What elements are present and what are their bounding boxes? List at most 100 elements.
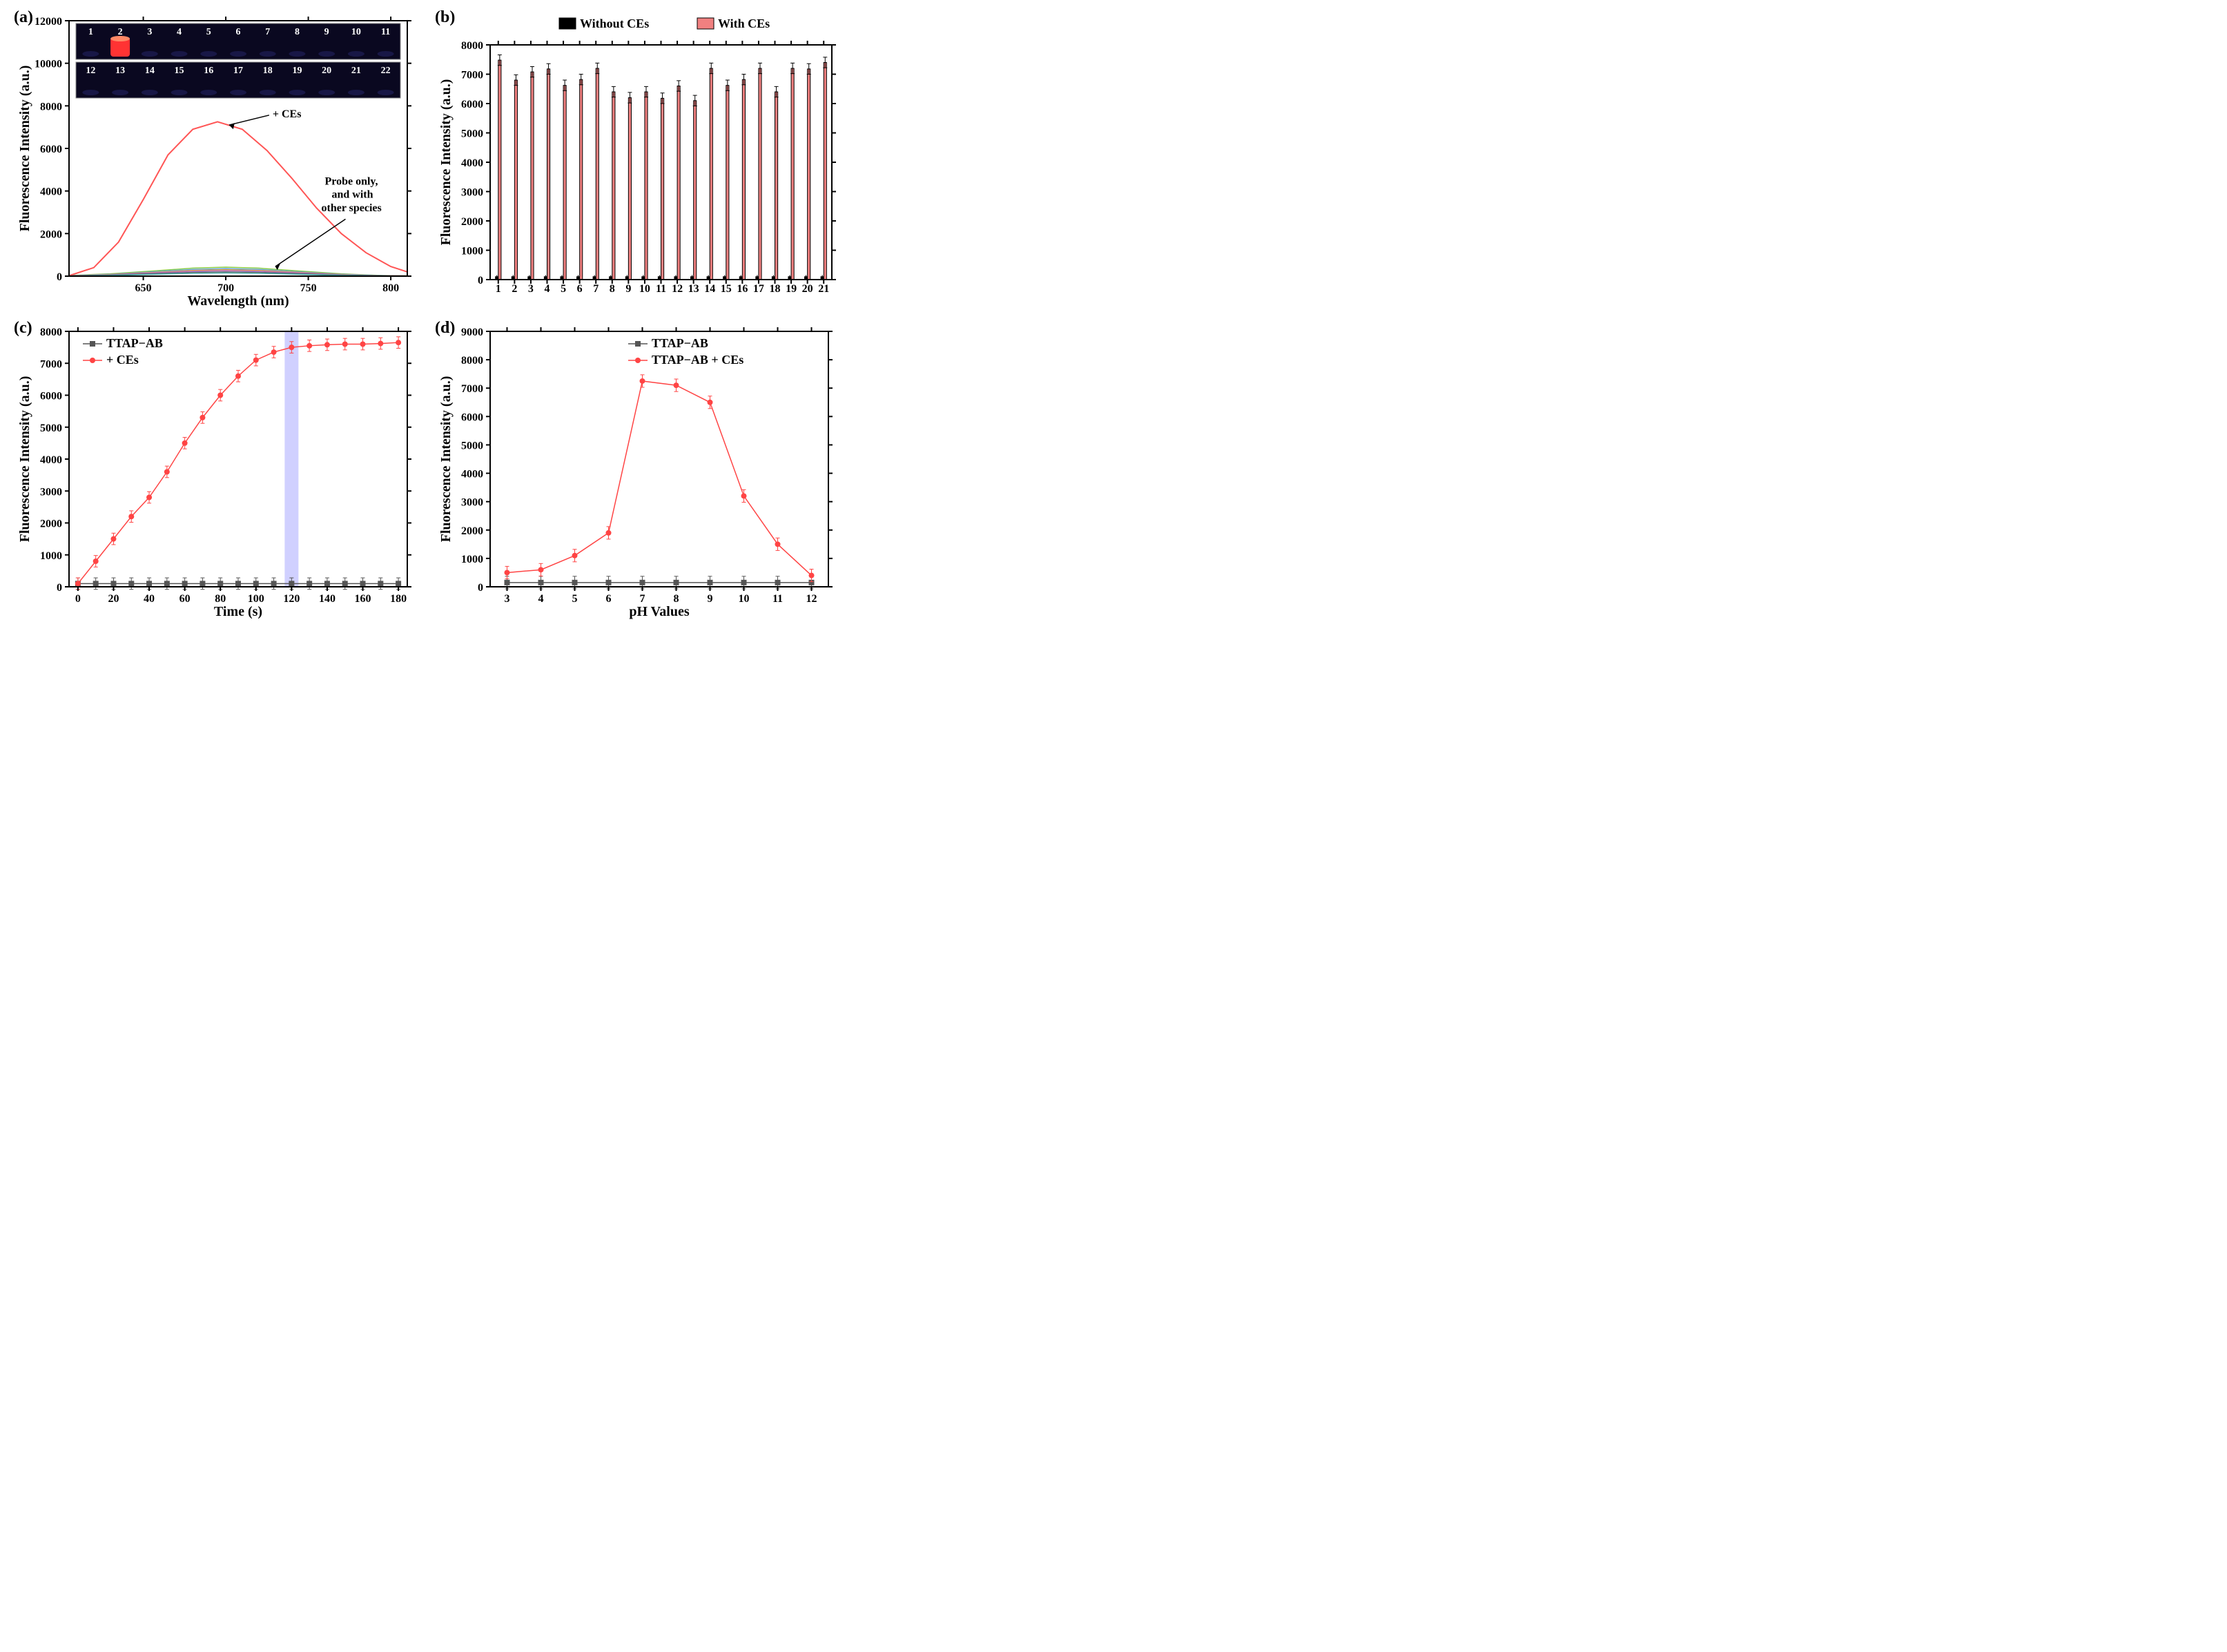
svg-text:21: 21	[818, 283, 829, 295]
svg-text:7: 7	[640, 593, 645, 605]
svg-text:4: 4	[545, 283, 550, 295]
svg-text:+ CEs: + CEs	[106, 353, 139, 367]
svg-text:TTAP−AB + CEs: TTAP−AB + CEs	[652, 353, 743, 367]
svg-text:15: 15	[721, 283, 732, 295]
panel-b: (b)0100020003000400050006000700080001234…	[428, 7, 842, 311]
svg-text:Wavelength (nm): Wavelength (nm)	[187, 293, 289, 309]
svg-text:TTAP−AB: TTAP−AB	[106, 336, 163, 350]
svg-text:18: 18	[770, 283, 781, 295]
figure-grid: (a)0200040006000800010000120006507007508…	[7, 7, 835, 621]
svg-text:4000: 4000	[40, 454, 62, 466]
svg-text:5: 5	[561, 283, 566, 295]
svg-text:10000: 10000	[35, 59, 62, 70]
svg-text:10: 10	[351, 27, 361, 37]
svg-text:3000: 3000	[461, 497, 483, 509]
legend: Without CEsWith CEs	[559, 17, 770, 30]
svg-text:1000: 1000	[461, 554, 483, 565]
svg-text:3: 3	[505, 593, 510, 605]
svg-text:pH Values: pH Values	[629, 604, 689, 619]
svg-text:4000: 4000	[461, 157, 483, 169]
svg-text:8000: 8000	[461, 355, 483, 367]
highlight-band	[284, 331, 298, 587]
svg-text:17: 17	[753, 283, 764, 295]
svg-text:Time (s): Time (s)	[214, 604, 262, 619]
panel-b-letter: (b)	[435, 8, 455, 26]
svg-text:5000: 5000	[461, 128, 483, 140]
svg-text:8: 8	[674, 593, 679, 605]
svg-text:800: 800	[382, 282, 399, 294]
svg-text:6000: 6000	[40, 391, 62, 402]
svg-text:22: 22	[381, 66, 391, 76]
svg-text:5: 5	[572, 593, 578, 605]
svg-text:10: 10	[639, 283, 650, 295]
svg-text:5000: 5000	[461, 440, 483, 451]
svg-text:120: 120	[283, 593, 300, 605]
svg-text:700: 700	[217, 282, 234, 294]
svg-text:9: 9	[708, 593, 713, 605]
svg-text:140: 140	[319, 593, 335, 605]
annotation-probe: Probe only,and withother species	[321, 175, 381, 213]
svg-text:7: 7	[593, 283, 599, 295]
panel-a-letter: (a)	[14, 8, 33, 26]
svg-text:7000: 7000	[40, 358, 62, 370]
svg-text:9: 9	[324, 27, 329, 37]
svg-text:8000: 8000	[40, 101, 62, 113]
svg-text:7000: 7000	[461, 70, 483, 81]
svg-text:5: 5	[206, 27, 211, 37]
svg-text:4000: 4000	[461, 469, 483, 480]
svg-text:3: 3	[528, 283, 534, 295]
svg-text:6: 6	[577, 283, 583, 295]
svg-text:6: 6	[606, 593, 612, 605]
svg-text:21: 21	[351, 66, 361, 76]
svg-text:2000: 2000	[40, 229, 62, 240]
svg-text:19: 19	[786, 283, 797, 295]
svg-text:0: 0	[478, 275, 483, 286]
svg-text:2: 2	[512, 283, 517, 295]
svg-text:180: 180	[390, 593, 407, 605]
svg-text:3: 3	[147, 27, 152, 37]
svg-text:7000: 7000	[461, 383, 483, 395]
svg-text:6000: 6000	[461, 99, 483, 110]
svg-text:9000: 9000	[461, 327, 483, 338]
svg-text:TTAP−AB: TTAP−AB	[652, 336, 708, 350]
svg-text:80: 80	[215, 593, 226, 605]
svg-text:13: 13	[115, 66, 125, 76]
svg-text:2: 2	[118, 27, 123, 37]
annotation-ces: + CEs	[273, 108, 302, 120]
svg-text:20: 20	[108, 593, 119, 605]
svg-text:8: 8	[610, 283, 615, 295]
svg-text:Fluorescence Intensity (a.u.): Fluorescence Intensity (a.u.)	[17, 376, 32, 543]
svg-text:12: 12	[86, 66, 95, 76]
svg-text:160: 160	[355, 593, 371, 605]
svg-text:2000: 2000	[40, 518, 62, 530]
svg-text:8000: 8000	[40, 327, 62, 338]
svg-text:6000: 6000	[461, 411, 483, 423]
svg-text:Fluorescence Intensity (a.u.): Fluorescence Intensity (a.u.)	[438, 376, 454, 543]
svg-text:2000: 2000	[461, 216, 483, 228]
svg-text:16: 16	[737, 283, 748, 295]
svg-text:13: 13	[688, 283, 699, 295]
svg-text:3000: 3000	[40, 486, 62, 498]
svg-text:4: 4	[177, 27, 182, 37]
svg-text:0: 0	[57, 271, 62, 283]
svg-text:0: 0	[75, 593, 81, 605]
svg-text:11: 11	[772, 593, 783, 605]
svg-text:12: 12	[806, 593, 817, 605]
svg-text:60: 60	[179, 593, 191, 605]
svg-text:With CEs: With CEs	[718, 17, 770, 30]
svg-text:40: 40	[144, 593, 155, 605]
svg-text:0: 0	[57, 582, 62, 594]
svg-text:10: 10	[739, 593, 750, 605]
svg-text:20: 20	[802, 283, 813, 295]
svg-text:12: 12	[672, 283, 683, 295]
svg-text:Fluorescence Intensity (a.u.): Fluorescence Intensity (a.u.)	[17, 66, 32, 232]
svg-text:1000: 1000	[461, 246, 483, 257]
svg-text:3000: 3000	[461, 187, 483, 199]
svg-text:2000: 2000	[461, 525, 483, 537]
svg-text:750: 750	[300, 282, 317, 294]
svg-text:20: 20	[322, 66, 331, 76]
svg-text:100: 100	[248, 593, 264, 605]
svg-text:7: 7	[265, 27, 270, 37]
legend: TTAP−AB TTAP−AB + CEs	[628, 336, 743, 367]
svg-text:14: 14	[704, 283, 715, 295]
